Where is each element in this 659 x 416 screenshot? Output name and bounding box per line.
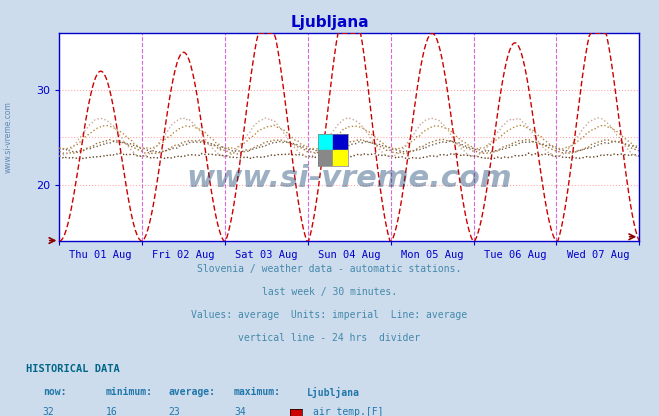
Bar: [333, 150, 347, 166]
Text: Values: average  Units: imperial  Line: average: Values: average Units: imperial Line: av…: [191, 310, 468, 320]
Text: Mon 05 Aug: Mon 05 Aug: [401, 250, 463, 260]
Bar: [318, 150, 333, 166]
Bar: [333, 134, 347, 150]
Text: www.si-vreme.com: www.si-vreme.com: [3, 102, 13, 173]
Text: average:: average:: [168, 387, 215, 397]
Text: 34: 34: [234, 407, 246, 416]
Text: air temp.[F]: air temp.[F]: [313, 407, 384, 416]
Text: maximum:: maximum:: [234, 387, 281, 397]
Text: Fri 02 Aug: Fri 02 Aug: [152, 250, 215, 260]
Text: Ljubljana: Ljubljana: [290, 15, 369, 30]
Text: Slovenia / weather data - automatic stations.: Slovenia / weather data - automatic stat…: [197, 264, 462, 274]
Text: now:: now:: [43, 387, 67, 397]
Text: www.si-vreme.com: www.si-vreme.com: [186, 164, 512, 193]
Text: 32: 32: [43, 407, 55, 416]
Bar: [318, 134, 333, 150]
Text: Wed 07 Aug: Wed 07 Aug: [567, 250, 629, 260]
Text: Sat 03 Aug: Sat 03 Aug: [235, 250, 298, 260]
Text: 23: 23: [168, 407, 180, 416]
Text: HISTORICAL DATA: HISTORICAL DATA: [26, 364, 120, 374]
Text: Ljubljana: Ljubljana: [306, 387, 359, 398]
Text: Thu 01 Aug: Thu 01 Aug: [69, 250, 132, 260]
Text: vertical line - 24 hrs  divider: vertical line - 24 hrs divider: [239, 333, 420, 343]
Text: minimum:: minimum:: [105, 387, 152, 397]
Text: last week / 30 minutes.: last week / 30 minutes.: [262, 287, 397, 297]
Text: 16: 16: [105, 407, 117, 416]
Text: Sun 04 Aug: Sun 04 Aug: [318, 250, 380, 260]
Text: Tue 06 Aug: Tue 06 Aug: [484, 250, 546, 260]
